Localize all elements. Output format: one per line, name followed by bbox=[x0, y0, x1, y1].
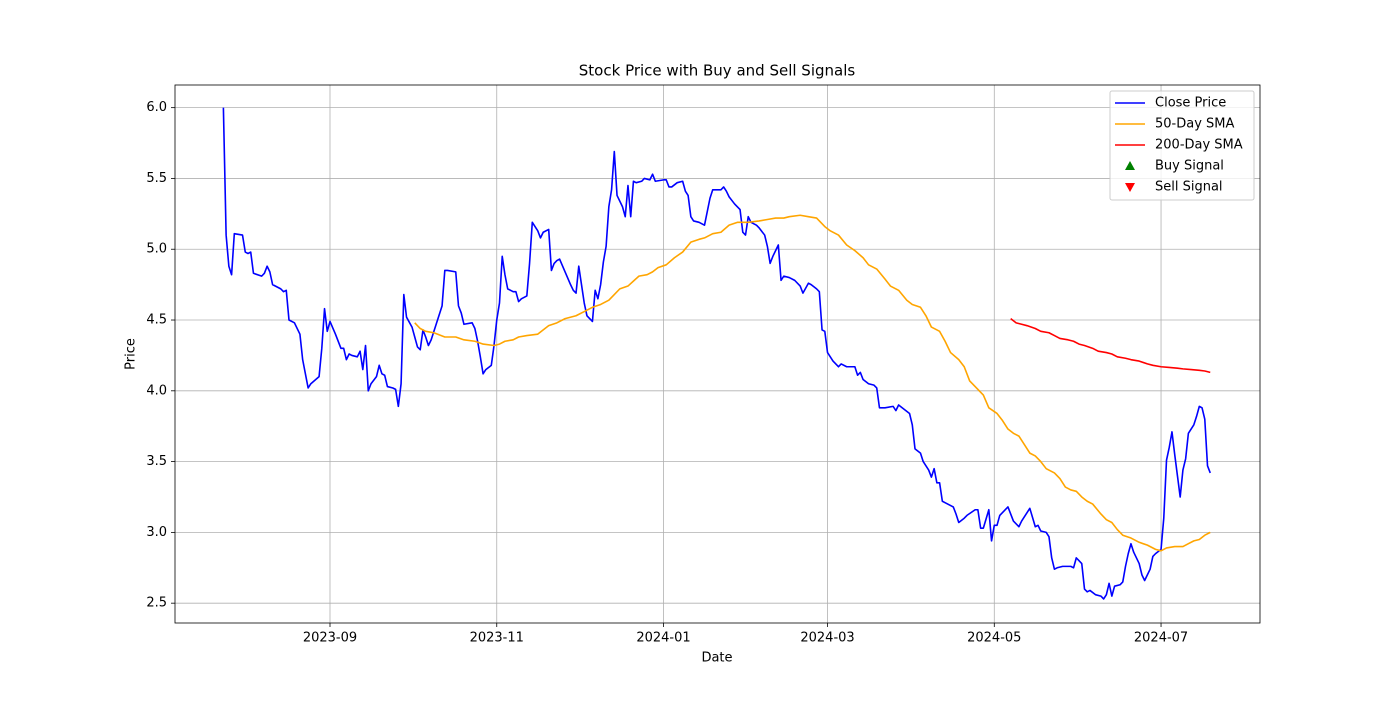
legend: Close Price 50-Day SMA 200-Day SMA Buy Sign… bbox=[1109, 90, 1255, 201]
legend-label: Buy Signal bbox=[1155, 159, 1224, 174]
x-tick-label: 2024-05 bbox=[967, 631, 1021, 646]
legend-swatch bbox=[1125, 183, 1135, 192]
chart-title: Stock Price with Buy and Sell Signals bbox=[579, 62, 856, 80]
axes-frame bbox=[174, 84, 1261, 624]
legend-label: 50-Day SMA bbox=[1155, 117, 1235, 132]
x-tick-label: 2024-01 bbox=[636, 631, 690, 646]
plot-layer bbox=[222, 107, 1211, 600]
legend-label: 200-Day SMA bbox=[1155, 138, 1243, 153]
x-axis-label: Date bbox=[701, 651, 732, 666]
x-tick-label: 2023-09 bbox=[303, 631, 357, 646]
y-tick-label: 4.0 bbox=[146, 383, 167, 398]
y-axis-label: Price bbox=[124, 338, 139, 370]
legend-swatch bbox=[1125, 161, 1135, 170]
y-tick-label: 3.5 bbox=[146, 454, 167, 469]
x-tick-label: 2023-11 bbox=[470, 631, 524, 646]
series-line bbox=[222, 107, 1211, 600]
legend-label: Sell Signal bbox=[1155, 180, 1223, 195]
series-line bbox=[1010, 317, 1211, 374]
y-tick-label: 4.5 bbox=[146, 313, 167, 328]
y-tick-label: 6.0 bbox=[146, 100, 167, 115]
y-tick-label: 5.5 bbox=[146, 171, 167, 186]
y-tick-label: 5.0 bbox=[146, 242, 167, 257]
legend-box bbox=[1109, 90, 1255, 201]
y-tick-label: 2.5 bbox=[146, 596, 167, 611]
y-tick-label: 3.0 bbox=[146, 525, 167, 540]
x-tick-label: 2024-07 bbox=[1134, 631, 1188, 646]
grid-layer bbox=[175, 85, 1260, 623]
series-line bbox=[414, 214, 1211, 552]
legend-label: Close Price bbox=[1155, 96, 1226, 111]
x-tick-label: 2024-03 bbox=[800, 631, 854, 646]
